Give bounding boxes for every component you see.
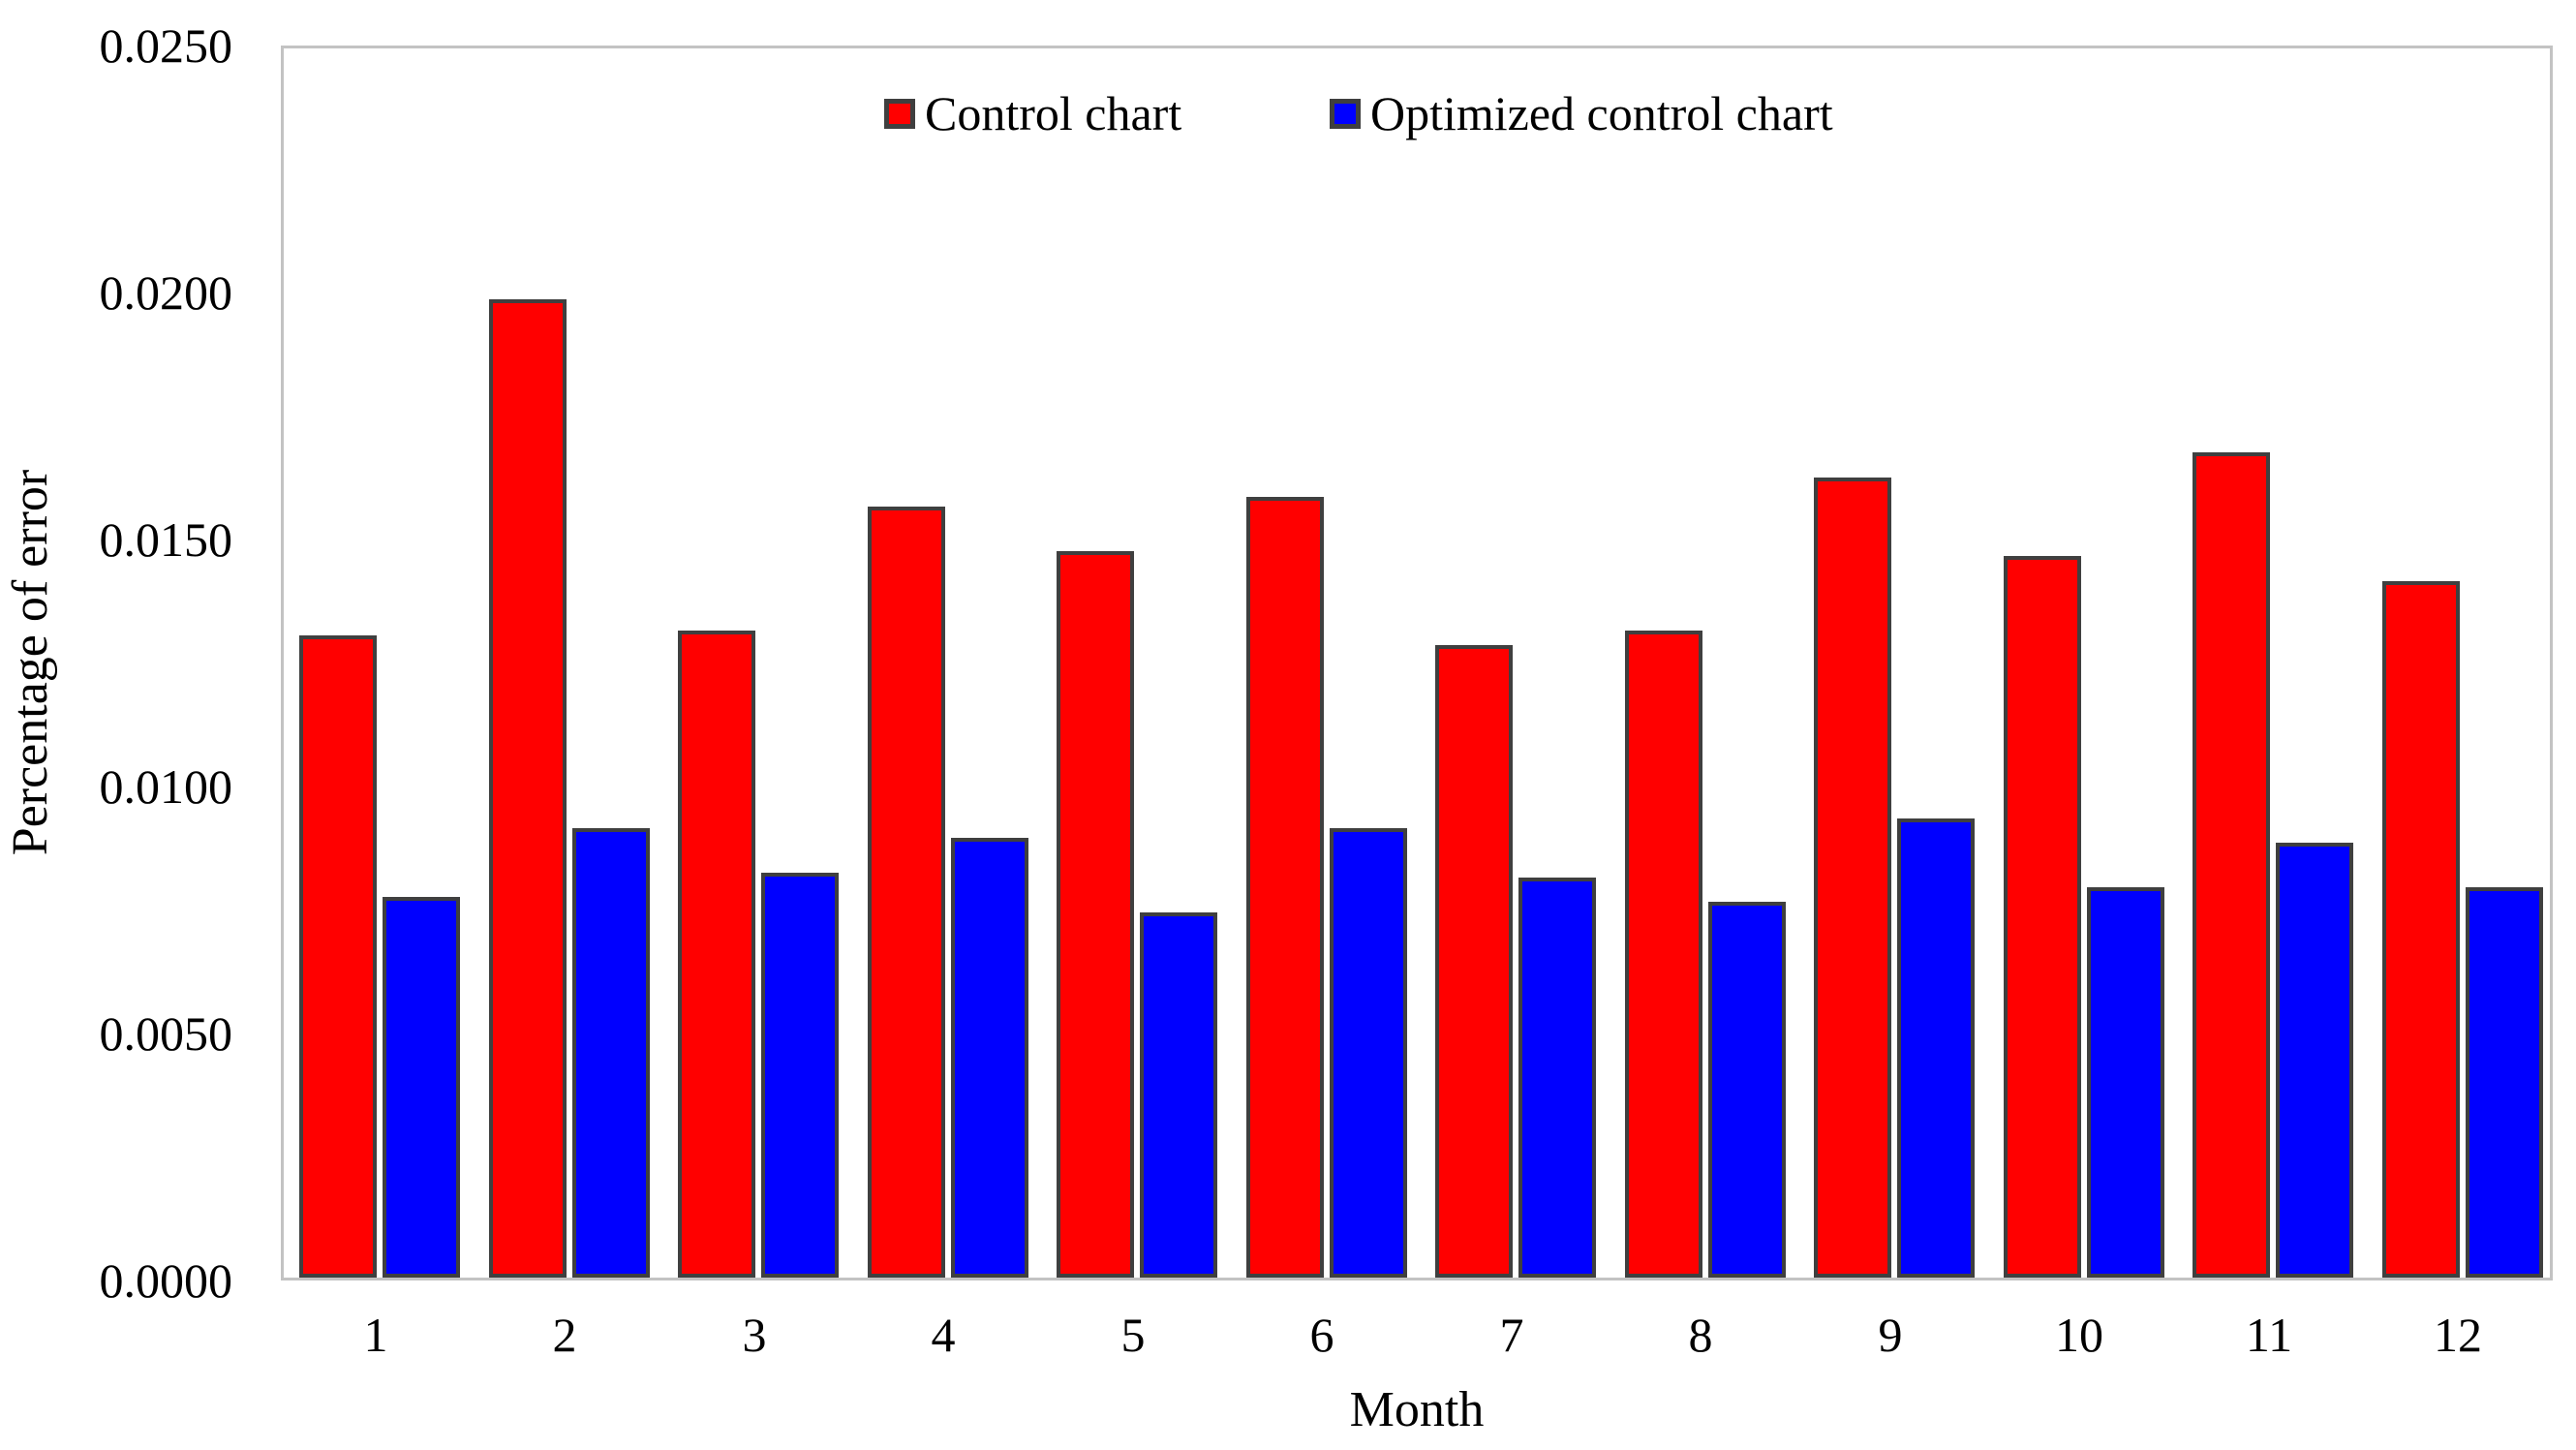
bar-control-month-7 — [1435, 645, 1513, 1278]
bar-optimized-month-1 — [383, 897, 460, 1278]
legend-item-optimized-control-chart: Optimized control chart — [1330, 88, 1833, 139]
bar-control-month-5 — [1057, 551, 1134, 1278]
bar-optimized-month-11 — [2276, 843, 2353, 1278]
bar-control-month-6 — [1245, 497, 1324, 1278]
bar-optimized-month-4 — [950, 838, 1028, 1278]
x-axis-title: Month — [1349, 1382, 1485, 1437]
x-tick-label-7: 7 — [1499, 1308, 1524, 1362]
bar-optimized-month-7 — [1518, 878, 1596, 1278]
legend-label-optimized-control-chart: Optimized control chart — [1370, 86, 1833, 140]
y-tick-label-0.0100: 0.0100 — [99, 759, 233, 814]
y-tick-label-0.0000: 0.0000 — [99, 1253, 233, 1308]
y-tick-label-0.0250: 0.0250 — [99, 18, 233, 73]
legend-item-control-chart: Control chart — [884, 88, 1181, 139]
bar-optimized-month-5 — [1140, 912, 1217, 1278]
bar-optimized-month-6 — [1329, 828, 1407, 1278]
x-tick-label-4: 4 — [931, 1308, 956, 1362]
bar-optimized-month-12 — [2465, 887, 2543, 1278]
legend-marker-optimized-control-chart — [1330, 98, 1361, 129]
bar-control-month-10 — [2003, 556, 2081, 1278]
legend-label-control-chart: Control chart — [925, 86, 1182, 140]
bar-optimized-month-2 — [571, 828, 650, 1278]
bar-control-month-8 — [1624, 631, 1702, 1278]
x-tick-label-12: 12 — [2434, 1308, 2482, 1362]
bar-control-month-11 — [2193, 452, 2270, 1278]
y-tick-label-0.0150: 0.0150 — [99, 512, 233, 567]
legend-marker-control-chart — [884, 98, 915, 129]
bar-optimized-month-8 — [1707, 902, 1786, 1278]
bar-control-month-12 — [2381, 581, 2460, 1278]
y-tick-label-0.0200: 0.0200 — [99, 265, 233, 320]
bar-control-month-1 — [299, 635, 377, 1278]
y-tick-label-0.0050: 0.0050 — [99, 1006, 233, 1061]
bar-control-month-9 — [1814, 478, 1891, 1278]
x-tick-label-5: 5 — [1120, 1308, 1146, 1362]
x-tick-label-11: 11 — [2245, 1308, 2293, 1362]
bar-optimized-month-9 — [1897, 818, 1975, 1278]
bar-control-month-2 — [488, 299, 567, 1278]
bar-optimized-month-3 — [761, 873, 839, 1278]
x-tick-label-1: 1 — [363, 1308, 388, 1362]
bar-control-month-4 — [867, 507, 945, 1278]
x-tick-label-9: 9 — [1878, 1308, 1903, 1362]
plot-area — [281, 46, 2553, 1280]
x-tick-label-10: 10 — [2055, 1308, 2103, 1362]
bar-control-month-3 — [678, 631, 755, 1278]
bar-optimized-month-10 — [2086, 887, 2164, 1278]
x-tick-label-8: 8 — [1688, 1308, 1713, 1362]
x-tick-label-6: 6 — [1309, 1308, 1334, 1362]
x-tick-label-3: 3 — [742, 1308, 767, 1362]
x-tick-label-2: 2 — [552, 1308, 577, 1362]
